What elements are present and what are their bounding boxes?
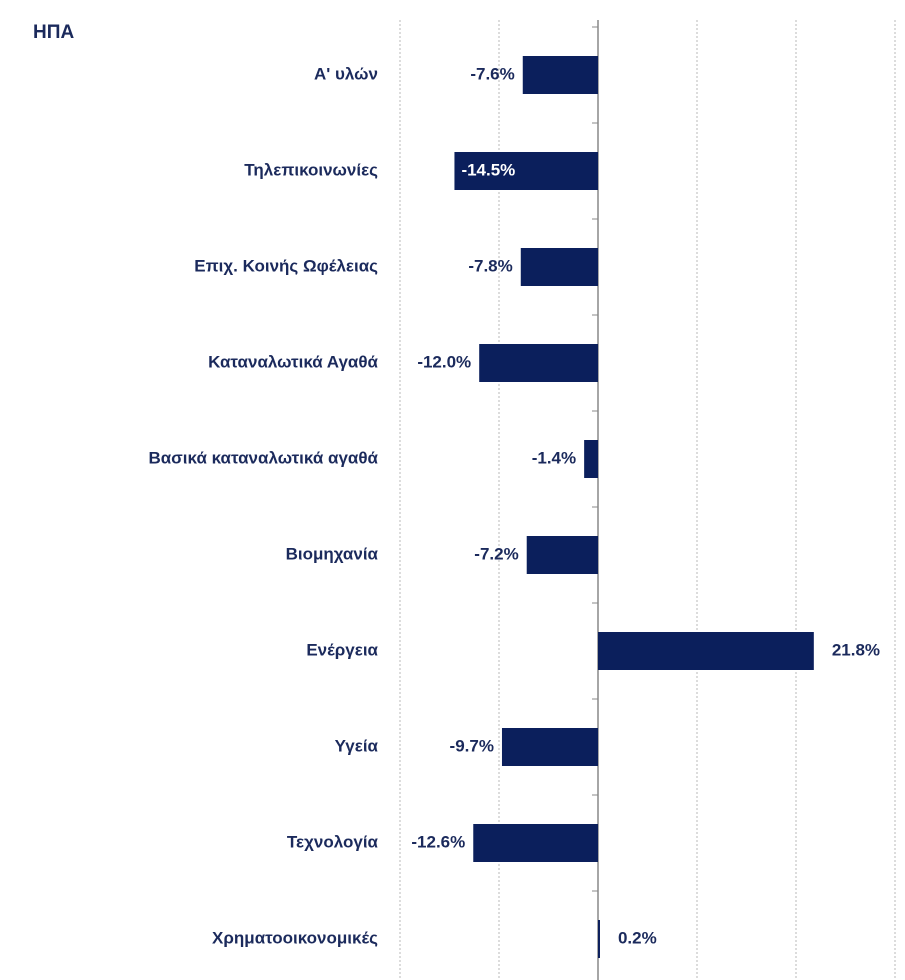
value-label: -14.5% — [461, 160, 515, 179]
value-label: -7.8% — [468, 256, 512, 275]
bar — [520, 248, 598, 286]
bar — [479, 344, 598, 382]
bar — [584, 440, 598, 478]
value-label: -1.4% — [532, 448, 576, 467]
bar — [598, 920, 600, 958]
category-label: A' υλών — [314, 64, 378, 83]
bar — [454, 152, 598, 190]
category-label: Βασικά καταναλωτικά αγαθά — [148, 448, 378, 467]
chart-title: ΗΠΑ — [33, 22, 74, 43]
bar — [522, 56, 598, 94]
value-label: 0.2% — [618, 928, 657, 947]
bar — [526, 536, 598, 574]
value-label: 21.8% — [832, 640, 880, 659]
category-label: Χρηματοοικονομικές — [212, 928, 378, 947]
bar — [473, 824, 598, 862]
category-label: Βιομηχανία — [286, 544, 379, 563]
value-label: -9.7% — [450, 736, 494, 755]
value-label: -7.6% — [470, 64, 514, 83]
category-label: Υγεία — [335, 736, 379, 755]
category-label: Καταναλωτικά Αγαθά — [208, 352, 378, 371]
value-label: -12.0% — [417, 352, 471, 371]
category-label: Τηλεπικοινωνίες — [244, 160, 378, 179]
value-label: -12.6% — [411, 832, 465, 851]
category-label: Ενέργεια — [306, 640, 378, 659]
value-label: -7.2% — [474, 544, 518, 563]
bar — [501, 728, 598, 766]
category-label: Επιχ. Κοινής Ωφέλειας — [194, 256, 378, 275]
bar — [598, 632, 814, 670]
category-label: Τεχνολογία — [287, 832, 379, 851]
